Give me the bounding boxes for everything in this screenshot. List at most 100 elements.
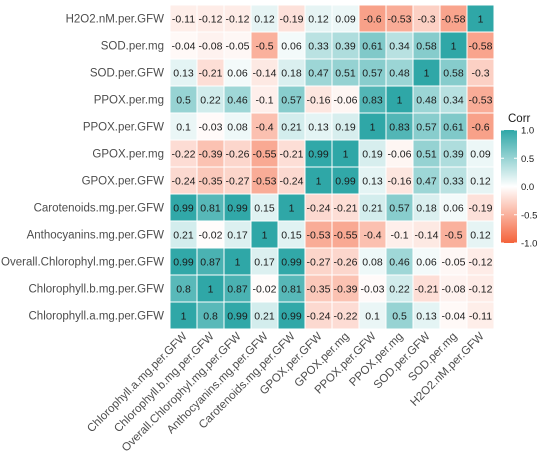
cell-value: 0.33 [308,41,329,53]
heatmap-cell [196,112,225,141]
heatmap-cell [304,4,333,33]
cell-value: -0.1 [390,230,408,242]
heatmap-cell [412,58,441,87]
heatmap-cell [385,112,414,141]
row-label: Overall.Chlorophyl.mg.per.GFW [1,257,164,269]
heatmap-cell [358,301,387,330]
cell-value: -0.6 [363,14,381,26]
row-label: Chlorophyll.a.mg.per.GFW [29,311,165,323]
cell-value: -0.24 [307,311,331,323]
cell-value: -0.03 [199,122,223,134]
heatmap-cell [466,58,495,87]
cell-value: 0.18 [281,68,302,80]
cell-value: -0.4 [363,230,381,242]
cell-value: -0.05 [442,257,466,269]
cell-value: -0.02 [253,284,277,296]
cell-value: 0.06 [281,41,302,53]
cell-value: -0.12 [226,14,250,26]
cell-value: -0.14 [415,230,439,242]
cell-value: 0.99 [308,149,329,161]
cell-value: -0.19 [280,14,304,26]
cell-value: 0.99 [227,203,248,215]
cell-value: 0.39 [443,149,464,161]
cell-value: 0.22 [200,95,221,107]
cell-value: 0.57 [281,95,302,107]
legend-tick-label: 0.0 [521,182,534,193]
cell-value: -0.22 [334,311,358,323]
cell-value: -0.5 [444,230,462,242]
heatmap-cell [331,31,360,60]
cell-value: 0.12 [470,176,491,188]
cell-value: 0.57 [389,203,410,215]
cell-value: -0.3 [417,14,435,26]
cell-value: 0.21 [281,122,302,134]
heatmap-cell [196,220,225,249]
heatmap-cell [439,247,468,276]
cell-value: -0.12 [469,284,493,296]
legend-color-bar [501,130,517,243]
cell-value: 0.33 [443,176,464,188]
cell-value: 0.58 [416,41,437,53]
heatmap-cell [466,301,495,330]
heatmap-cell [358,274,387,303]
cell-value: 0.81 [281,284,302,296]
cell-value: -0.12 [199,14,223,26]
heatmap-cell [223,112,252,141]
heatmap-cell [412,247,441,276]
heatmap-cell [304,193,333,222]
heatmap-cell [304,85,333,114]
cell-value: 0.99 [281,311,302,323]
row-label: H2O2.nM.per.GFW [66,14,165,26]
row-label: Carotenoids.mg.per.GFW [34,203,165,215]
heatmap-cell [331,301,360,330]
heatmap-cell [466,112,495,141]
heatmap-cell [304,166,333,195]
heatmap-cell [277,274,306,303]
cell-value: 1 [208,284,214,296]
cell-value: 0.17 [254,257,275,269]
row-labels: Chlorophyll.a.mg.per.GFW Chlorophyll.b.mg… [1,14,164,323]
heatmap-cell [466,4,495,33]
heatmap-cell [169,166,198,195]
cell-value: -0.21 [280,149,304,161]
cell-value: 0.34 [443,95,464,107]
cell-value: -0.24 [280,176,304,188]
cell-value: -0.3 [471,68,489,80]
heatmap-cell [439,193,468,222]
cell-value: 0.06 [416,257,437,269]
legend-title: Corr [508,113,531,125]
cell-value: -0.1 [255,95,273,107]
cell-value: -0.53 [253,176,277,188]
heatmap-cell [331,274,360,303]
legend-tick-label: -1.0 [521,239,537,250]
cell-value: 0.48 [389,68,410,80]
cell-value: -0.39 [334,284,358,296]
cell-value: -0.53 [388,14,412,26]
cell-value: -0.04 [172,41,196,53]
cell-value: 0.99 [173,257,194,269]
cell-value: 0.08 [362,257,383,269]
cell-value: 0.21 [254,311,275,323]
heatmap-cell [196,301,225,330]
heatmap-cell [169,274,198,303]
heatmap-cell [196,85,225,114]
heatmap-cell [466,85,495,114]
cell-value: -0.03 [361,284,385,296]
cell-value: 0.51 [416,149,437,161]
cell-value: 0.1 [365,311,380,323]
heatmap-cell [385,139,414,168]
cell-value: 0.47 [416,176,437,188]
cell-value: 0.13 [173,68,194,80]
cell-value: -0.08 [442,284,466,296]
cell-value: 1 [451,41,457,53]
cell-value: -0.04 [442,311,466,323]
cell-value: 1 [235,257,241,269]
cell-value: 0.18 [416,203,437,215]
cell-value: 0.06 [227,68,248,80]
heatmap-cell [331,85,360,114]
cell-value: 1 [343,149,349,161]
heatmap-cell [358,166,387,195]
heatmap-cell [439,112,468,141]
heatmap-cell [169,301,198,330]
